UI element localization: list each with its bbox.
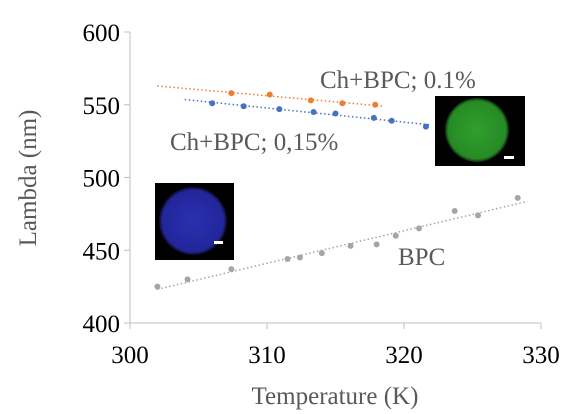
point: [184, 276, 191, 283]
point: [416, 225, 423, 232]
point: [154, 283, 161, 290]
y-tick-label: 600: [83, 20, 121, 47]
y-tick-label: 550: [83, 93, 121, 120]
point: [310, 109, 317, 116]
point: [451, 207, 458, 214]
point: [228, 90, 235, 97]
x-tick-label: 320: [385, 342, 423, 369]
x-axis-label: Temperature (K): [252, 383, 419, 410]
x-tick-label: 300: [111, 342, 149, 369]
point: [228, 266, 235, 273]
series-label: Ch+BPC; 0,15%: [170, 129, 338, 156]
point: [347, 242, 354, 249]
y-tick-label: 450: [83, 238, 121, 265]
point: [474, 212, 481, 219]
point: [514, 194, 521, 201]
point: [240, 103, 247, 110]
y-tick-label: 500: [83, 166, 121, 193]
point: [388, 117, 395, 124]
trendline: [157, 200, 528, 291]
point: [422, 123, 429, 130]
point: [266, 91, 273, 98]
point: [392, 232, 399, 239]
trendline: [184, 98, 432, 126]
point: [339, 100, 346, 107]
point: [307, 97, 314, 104]
x-tick-label: 310: [248, 342, 286, 369]
point: [373, 241, 380, 248]
y-axis-label: Lambda (nm): [15, 110, 42, 247]
point: [370, 114, 377, 121]
inset-blue: [155, 183, 234, 260]
x-tick-label: 330: [522, 342, 560, 369]
y-tick-label: 400: [83, 311, 121, 338]
inset-green: [435, 96, 525, 166]
series-label: BPC: [398, 244, 445, 271]
point: [332, 110, 339, 117]
point: [318, 250, 325, 257]
series-label: Ch+BPC; 0.1%: [320, 67, 476, 94]
point: [372, 101, 379, 108]
point: [209, 100, 216, 107]
point: [296, 254, 303, 261]
point: [284, 255, 291, 262]
point: [276, 106, 283, 113]
